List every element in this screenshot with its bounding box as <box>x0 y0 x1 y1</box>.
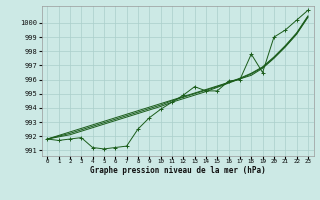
X-axis label: Graphe pression niveau de la mer (hPa): Graphe pression niveau de la mer (hPa) <box>90 166 266 175</box>
